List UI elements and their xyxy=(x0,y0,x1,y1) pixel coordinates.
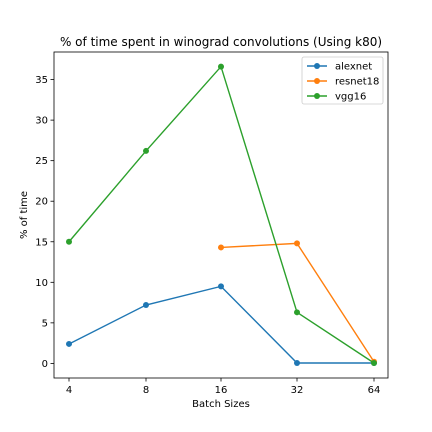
series-line-vgg16 xyxy=(68,65,375,364)
chart-title: % of time spent in winograd convolutions… xyxy=(60,35,382,49)
y-tick-label: 10 xyxy=(35,278,48,289)
legend-marker-vgg16 xyxy=(314,93,320,99)
data-point-resnet18 xyxy=(294,240,300,247)
y-axis-label: % of time xyxy=(19,191,30,239)
series-line-alexnet xyxy=(68,285,374,364)
data-point-resnet18 xyxy=(218,244,224,251)
y-tick-label: 25 xyxy=(35,156,48,167)
data-point-alexnet xyxy=(294,359,300,366)
legend-label-alexnet: alexnet xyxy=(335,62,372,73)
legend-label-vgg16: vgg16 xyxy=(335,92,366,103)
data-point-vgg16 xyxy=(371,359,377,366)
legend-marker-resnet18 xyxy=(314,78,320,84)
legend: alexnet resnet18 vgg16 xyxy=(301,56,384,105)
y-tick-label: 30 xyxy=(35,116,48,127)
series-resnet18 xyxy=(218,240,377,365)
data-point-alexnet xyxy=(218,283,224,290)
data-point-vgg16 xyxy=(294,309,300,316)
data-point-vgg16 xyxy=(66,238,72,245)
y-tick-label: 0 xyxy=(42,359,48,370)
x-tick-label: 64 xyxy=(368,385,381,396)
x-tick-label: 32 xyxy=(291,385,304,396)
x-tick-label: 16 xyxy=(215,385,228,396)
data-point-vgg16 xyxy=(218,63,224,70)
data-point-vgg16 xyxy=(143,147,149,154)
y-axis: 0 5 10 15 20 25 30 35 xyxy=(35,75,54,370)
legend-marker-alexnet xyxy=(314,63,320,69)
y-tick-label: 35 xyxy=(35,75,48,86)
x-axis-label: Batch Sizes xyxy=(192,399,250,410)
x-tick-label: 4 xyxy=(66,385,72,396)
x-axis: 4 8 16 32 64 xyxy=(66,378,381,396)
legend-box xyxy=(301,56,384,105)
series-vgg16 xyxy=(66,63,377,366)
data-point-alexnet xyxy=(143,302,149,309)
series-layer xyxy=(66,63,377,366)
y-tick-label: 20 xyxy=(35,197,48,208)
x-tick-label: 8 xyxy=(143,385,149,396)
legend-label-resnet18: resnet18 xyxy=(335,77,379,88)
y-tick-label: 15 xyxy=(35,237,48,248)
series-line-resnet18 xyxy=(220,242,375,363)
data-point-alexnet xyxy=(66,340,72,347)
y-tick-label: 5 xyxy=(42,318,48,329)
